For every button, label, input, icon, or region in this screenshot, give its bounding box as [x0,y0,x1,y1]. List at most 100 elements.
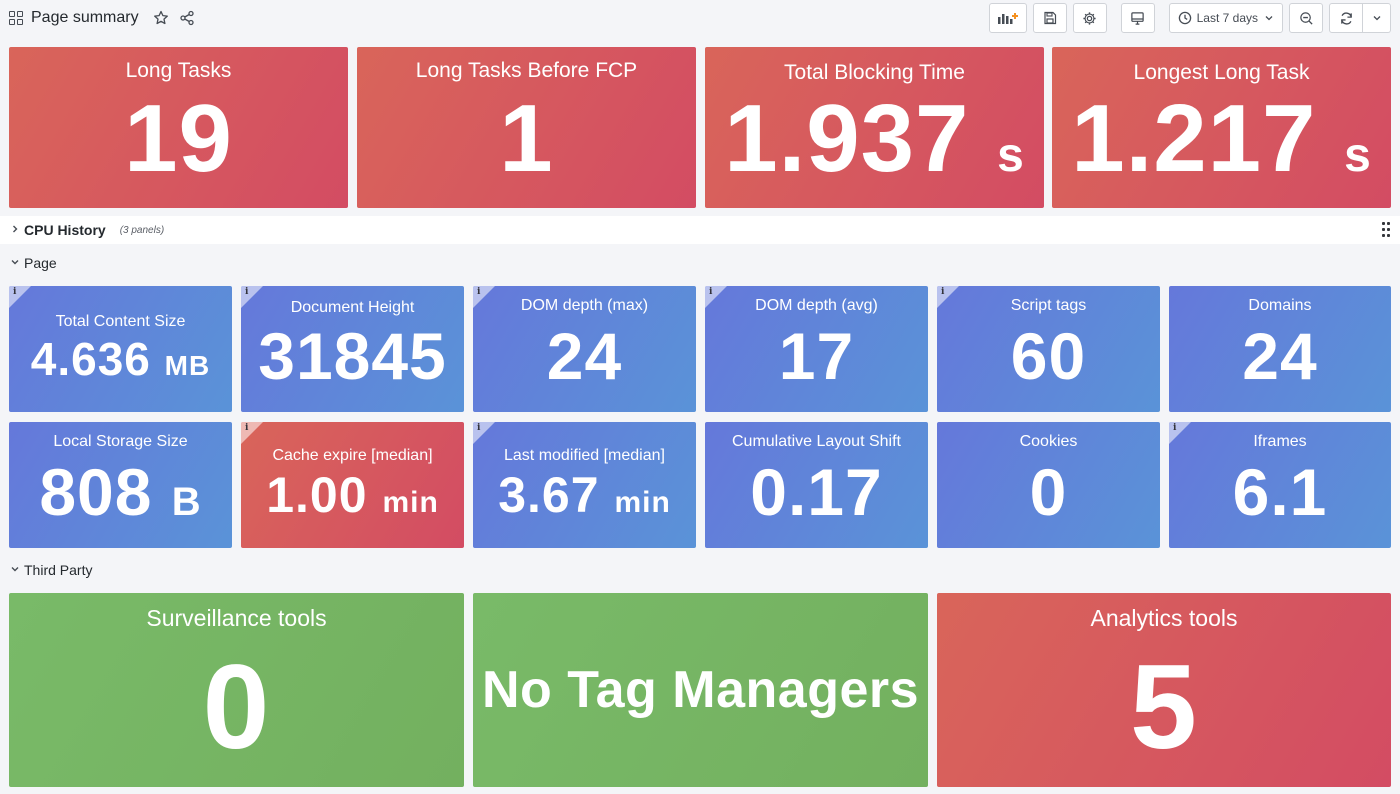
save-dashboard-button[interactable] [1032,3,1067,33]
panel-value: 808 B [39,455,202,529]
panel-title: Last modified [median] [504,447,665,464]
drag-handle-icon[interactable] [1382,222,1390,238]
stat-panel-long-tasks[interactable]: Long Tasks 19 [9,47,348,208]
stat-panel-analytics-tools[interactable]: Analytics tools 5 [937,593,1391,787]
panel-value: 17 [778,319,855,393]
panel-unit: B [171,480,202,524]
time-range-picker[interactable]: Last 7 days [1168,3,1283,33]
panel-title: DOM depth (max) [520,297,649,314]
info-corner[interactable] [937,286,959,308]
gear-icon [1083,11,1096,25]
refresh-icon [1340,11,1352,25]
panel-unit: s [1344,129,1372,182]
stat-panel-total-blocking-time[interactable]: Total Blocking Time 1.937 s [705,47,1044,208]
panel-title: DOM depth (avg) [755,297,878,314]
stat-panel-domains[interactable]: Domains 24 [1169,286,1391,412]
stat-panel-dom-depth-max[interactable]: i DOM depth (max) 24 [473,286,696,412]
info-corner[interactable] [241,422,263,444]
row-third-party[interactable]: Third Party [0,559,92,581]
stat-panel-cache-expire-median[interactable]: i Cache expire [median] 1.00 min [241,422,464,548]
info-corner[interactable] [473,422,495,444]
info-icon[interactable]: i [245,423,249,433]
panel-value: 0.17 [750,455,883,529]
info-corner[interactable] [241,286,263,308]
panel-title: Longest Long Task [1133,61,1310,84]
stat-panel-document-height[interactable]: i Document Height 31845 [241,286,464,412]
info-corner[interactable] [473,286,495,308]
stat-panel-total-content-size[interactable]: i Total Content Size 4.636 MB [9,286,232,412]
panel-unit: MB [164,350,211,381]
panel-value: 3.67 min [498,467,671,523]
page-title[interactable]: Page summary [31,9,139,26]
stat-panel-cumulative-layout-shift[interactable]: Cumulative Layout Shift 0.17 [705,422,928,548]
info-icon[interactable]: i [1173,423,1177,433]
row-title[interactable]: CPU History [24,222,106,238]
row-page[interactable]: Page [0,252,57,274]
panel-title: Script tags [1010,297,1087,314]
star-icon[interactable] [153,10,169,26]
info-icon[interactable]: i [245,287,249,297]
info-corner[interactable] [9,286,31,308]
panel-title: Document Height [290,299,415,316]
chevron-down-icon [1373,16,1380,21]
panel-value: 1.217 s [1071,85,1372,192]
clock-icon [1178,11,1191,25]
info-icon[interactable]: i [477,423,481,433]
chevron-down-icon [10,258,20,269]
info-corner[interactable] [705,286,727,308]
panel-value: 1.937 s [724,85,1025,192]
info-icon[interactable]: i [709,287,713,297]
stat-panel-long-tasks-before-fcp[interactable]: Long Tasks Before FCP 1 [357,47,696,208]
panel-value: 31845 [258,319,447,393]
panel-unit: min [614,486,671,519]
share-icon[interactable] [179,10,195,26]
panel-value: 0 [1029,455,1068,529]
panel-value: 19 [124,85,233,192]
panel-title: Total Content Size [55,313,186,330]
info-icon[interactable]: i [941,287,945,297]
stat-panel-tag-managers[interactable]: No Tag Managers [473,593,928,787]
row-panel-count: (3 panels) [119,224,165,236]
chevron-right-icon [10,224,20,237]
stat-panel-iframes[interactable]: i Iframes 6.1 [1169,422,1391,548]
panel-title: Domains [1248,297,1312,314]
panel-unit: s [997,129,1025,182]
tv-mode-button[interactable] [1120,3,1155,33]
panel-title: Long Tasks Before FCP [415,59,638,82]
stat-panel-surveillance-tools[interactable]: Surveillance tools 0 [9,593,464,787]
panel-value: 1 [499,85,554,192]
panel-value: 1.00 min [266,467,439,523]
add-panel-icon [997,13,1018,24]
panel-title: Long Tasks [125,59,232,82]
panel-title: Local Storage Size [53,433,188,450]
settings-button[interactable] [1072,3,1107,33]
panel-value: No Tag Managers [481,661,920,719]
row-title[interactable]: Third Party [24,562,93,578]
panel-title: Cookies [1019,433,1078,450]
add-panel-button[interactable] [988,3,1027,33]
zoom-out-button[interactable] [1289,3,1323,33]
time-range-label: Last 7 days [1196,11,1258,25]
stat-panel-last-modified-median[interactable]: i Last modified [median] 3.67 min [473,422,696,548]
panel-title: Iframes [1253,433,1307,450]
panel-title: Cache expire [median] [272,447,433,464]
panel-title: Analytics tools [1090,605,1238,631]
stat-panel-longest-long-task[interactable]: Longest Long Task 1.217 s [1052,47,1391,208]
refresh-interval-dropdown[interactable] [1363,3,1391,33]
row-cpu-history[interactable]: CPU History (3 panels) [0,216,1400,244]
stat-panel-dom-depth-avg[interactable]: i DOM depth (avg) 17 [705,286,928,412]
dashboard-toolbar: Page summary Last 7 days [0,0,1400,36]
dashboard-grid-icon[interactable] [9,11,23,25]
monitor-icon [1131,11,1144,25]
info-icon[interactable]: i [13,287,17,297]
info-corner[interactable] [1169,422,1191,444]
refresh-button[interactable] [1329,3,1363,33]
stat-panel-script-tags[interactable]: i Script tags 60 [937,286,1160,412]
stat-panel-cookies[interactable]: Cookies 0 [937,422,1160,548]
info-icon[interactable]: i [477,287,481,297]
panel-value: 5 [1130,640,1198,774]
panel-value: 60 [1010,319,1087,393]
row-title[interactable]: Page [24,255,57,271]
stat-panel-local-storage-size[interactable]: Local Storage Size 808 B [9,422,232,548]
panel-title: Total Blocking Time [784,61,965,84]
